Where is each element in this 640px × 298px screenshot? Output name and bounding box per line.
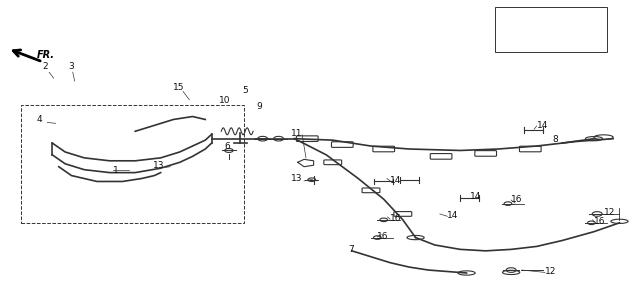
Text: 16: 16 [594,217,605,226]
Text: 12: 12 [545,268,556,277]
Text: 14: 14 [447,211,459,221]
Text: 5: 5 [243,86,248,95]
Text: 4: 4 [36,115,42,125]
Text: 16: 16 [378,232,389,241]
Text: 11: 11 [291,129,303,138]
Bar [20,105,244,223]
Text: 15: 15 [173,83,185,92]
Bar [495,7,607,52]
Text: 14: 14 [537,121,548,130]
Text: 13: 13 [153,161,164,170]
Text: 7: 7 [349,245,355,254]
Text: FR.: FR. [36,49,54,60]
Text: 13: 13 [291,174,303,184]
Text: 8: 8 [552,135,558,144]
Text: 14: 14 [470,192,481,201]
Text: 16: 16 [511,195,523,204]
Text: 10: 10 [220,96,231,105]
Text: 9: 9 [256,102,262,111]
Text: 6: 6 [225,142,230,151]
Text: 12: 12 [604,208,615,218]
Text: 3: 3 [68,62,74,71]
Text: 1: 1 [113,166,118,175]
Text: 16: 16 [390,214,401,223]
Text: 2: 2 [43,62,49,71]
Text: 14: 14 [390,176,401,185]
